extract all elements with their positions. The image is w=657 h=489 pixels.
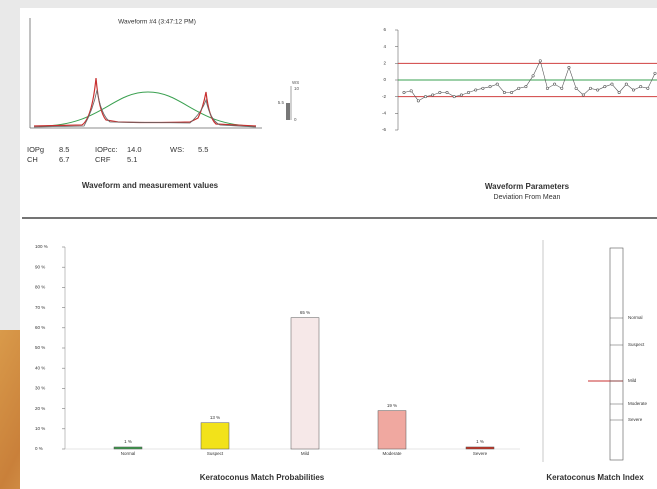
value-label: 1 % <box>124 439 132 444</box>
page: Waveform #4 (3:47:12 PM) WS 10 5.5 0 Wav… <box>0 0 657 489</box>
ws-bar <box>286 103 290 120</box>
measurement-value: 14.0 <box>127 145 142 154</box>
deviation-point <box>453 95 455 97</box>
value-label: 13 % <box>210 415 220 420</box>
y-tick-label: 50 % <box>35 345 45 350</box>
y-tick-label: -4 <box>382 111 386 116</box>
measurement-label: CRF <box>95 155 111 164</box>
y-tick-label: 90 % <box>35 264 45 269</box>
deviation-point <box>403 91 405 93</box>
deviation-point <box>647 87 649 89</box>
deviation-point <box>475 89 477 91</box>
bar <box>291 318 319 449</box>
deviation-point <box>467 91 469 93</box>
level-label: Mild <box>628 378 637 383</box>
deviation-point <box>518 87 520 89</box>
deviation-point <box>553 83 555 85</box>
measurement-value: 6.7 <box>59 155 69 164</box>
deviation-point <box>575 87 577 89</box>
deviation-point <box>546 87 548 89</box>
deviation-point <box>589 87 591 89</box>
chart-subtitle: Deviation From Mean <box>494 194 561 201</box>
level-label: Severe <box>628 417 643 422</box>
y-tick-label: 20 % <box>35 406 45 411</box>
deviation-point <box>482 87 484 89</box>
deviation-point <box>618 91 620 93</box>
deviation-point <box>446 91 448 93</box>
deviation-point <box>489 85 491 87</box>
deviation-point <box>582 94 584 96</box>
value-label: 19 % <box>387 403 397 408</box>
bar <box>201 423 229 449</box>
measurement-label: CH <box>27 155 38 164</box>
measurement-label: IOPcc: <box>95 145 118 154</box>
ws-label: WS <box>292 80 299 85</box>
measurement-value: 5.5 <box>198 145 208 154</box>
value-label: 65 % <box>300 310 310 315</box>
deviation-point <box>460 94 462 96</box>
deviation-point <box>510 91 512 93</box>
deviation-point <box>604 85 606 87</box>
deviation-point <box>625 83 627 85</box>
level-label: Moderate <box>628 401 648 406</box>
y-tick-label: 40 % <box>35 365 45 370</box>
y-tick-label: 100 % <box>35 244 48 249</box>
deviation-point <box>410 90 412 92</box>
y-tick-label: -6 <box>382 127 386 132</box>
y-tick-label: 60 % <box>35 325 45 330</box>
y-tick-label: 70 % <box>35 305 45 310</box>
waveform-caption: Waveform and measurement values <box>82 181 219 190</box>
deviation-point <box>639 85 641 87</box>
y-tick-label: 10 % <box>35 426 45 431</box>
y-tick-label: 0 % <box>35 446 43 451</box>
y-tick-label: 30 % <box>35 386 45 391</box>
x-tick-label: Suspect <box>207 451 224 456</box>
deviation-point <box>431 94 433 96</box>
deviation-point <box>439 91 441 93</box>
measurement-value: 5.1 <box>127 155 137 164</box>
value-label: 1 % <box>476 439 484 444</box>
deviation-point <box>611 83 613 85</box>
y-tick-label: 80 % <box>35 285 45 290</box>
measurement-value: 8.5 <box>59 145 69 154</box>
ws-top: 10 <box>294 86 300 91</box>
ws-value: 5.5 <box>278 100 285 105</box>
x-tick-label: Normal <box>121 451 136 456</box>
measurement-label: WS: <box>170 145 184 154</box>
waveform-title: Waveform #4 (3:47:12 PM) <box>118 19 196 26</box>
deviation-point <box>539 60 541 62</box>
index-scale <box>610 248 623 460</box>
bar <box>378 411 406 449</box>
deviation-point <box>525 85 527 87</box>
y-tick-label: -2 <box>382 94 386 99</box>
deviation-point <box>632 89 634 91</box>
report-screenshot: Waveform #4 (3:47:12 PM) WS 10 5.5 0 Wav… <box>0 0 657 489</box>
level-label: Normal <box>628 315 643 320</box>
chart-title: Waveform Parameters <box>485 182 570 191</box>
deviation-point <box>496 83 498 85</box>
bar <box>466 447 494 449</box>
deviation-point <box>568 66 570 68</box>
level-label: Suspect <box>628 342 645 347</box>
deviation-point <box>596 89 598 91</box>
measurement-label: IOPg <box>27 145 44 154</box>
x-tick-label: Moderate <box>382 451 402 456</box>
deviation-point <box>561 87 563 89</box>
x-tick-label: Severe <box>473 451 488 456</box>
chart-title: Keratoconus Match Probabilities <box>200 473 325 482</box>
deviation-point <box>417 100 419 102</box>
deviation-point <box>532 75 534 77</box>
index-title: Keratoconus Match Index <box>546 473 644 482</box>
deviation-point <box>503 91 505 93</box>
x-tick-label: Mild <box>301 451 310 456</box>
deviation-point <box>654 72 656 74</box>
deviation-point <box>424 95 426 97</box>
bar <box>114 447 142 449</box>
